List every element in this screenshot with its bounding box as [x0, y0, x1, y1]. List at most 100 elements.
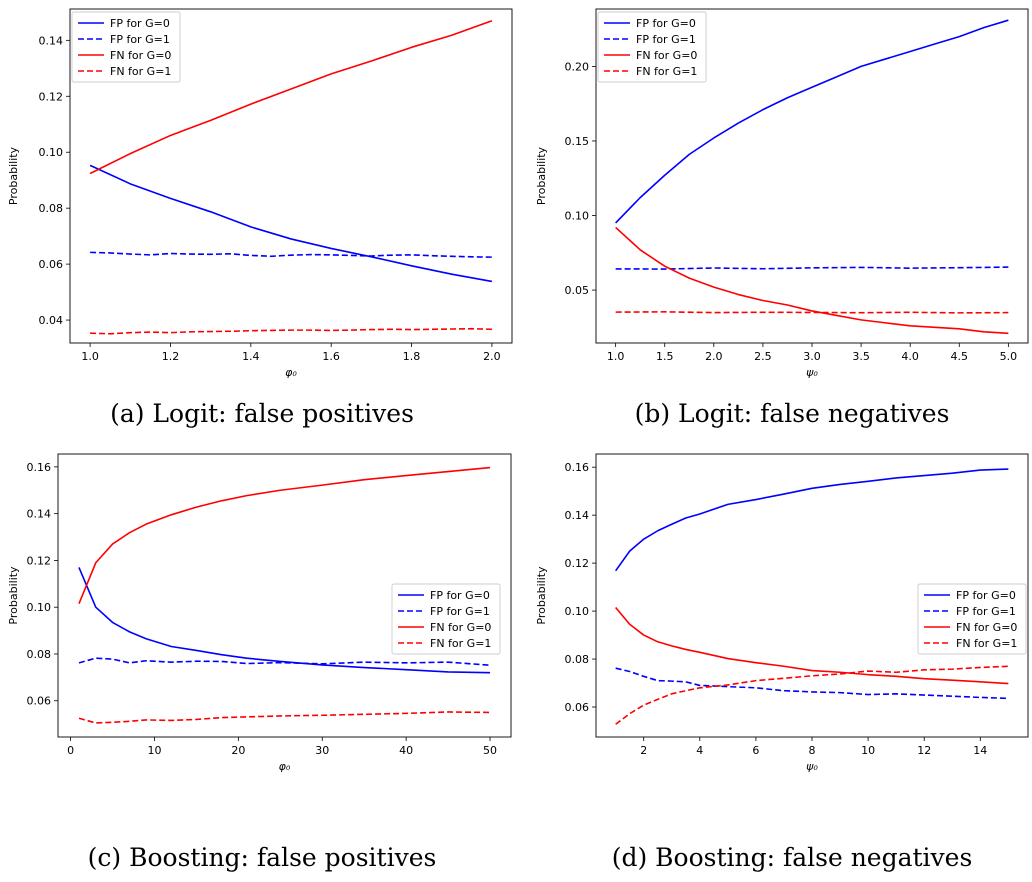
- series-line-fp-for-g-1: [78, 657, 491, 666]
- y-axis-label: Probability: [7, 146, 20, 205]
- x-tick-label: 20: [231, 744, 245, 757]
- x-axis-label: φ₀: [285, 366, 297, 379]
- legend-box: [71, 11, 181, 83]
- y-tick-label: 0.16: [27, 461, 52, 474]
- legend-entry-label: FN for G=1: [636, 65, 697, 78]
- x-tick-label: 4: [696, 744, 703, 757]
- legend: FP for G=0 FP for G=1 FN for G=0 FN for G=1: [917, 583, 1027, 655]
- x-tick-label: 50: [483, 744, 497, 757]
- y-tick-label: 0.08: [27, 648, 52, 661]
- y-tick-label: 0.08: [565, 653, 590, 666]
- x-tick-label: 6: [752, 744, 759, 757]
- legend-box: [917, 583, 1027, 655]
- y-axis-label: Probability: [535, 146, 548, 205]
- y-tick-label: 0.12: [565, 557, 590, 570]
- x-tick-label: 3.5: [852, 350, 870, 363]
- x-tick-label: 1.2: [162, 350, 180, 363]
- figure-caption: (b) Logit: false negatives: [635, 399, 950, 428]
- y-axis-label: Probability: [7, 566, 20, 625]
- series-line-fp-for-g-1: [615, 266, 1009, 270]
- chart-panel-0: 1.0 1.2 1.4 1.6 1.8 2.0 0.04 0.06 0.08 0.10 0.12 0.…: [7, 8, 513, 428]
- legend: FP for G=0 FP for G=1 FN for G=0 FN for G=1: [597, 11, 707, 83]
- legend-entry-label: FP for G=1: [636, 33, 696, 46]
- legend: FP for G=0 FP for G=1 FN for G=0 FN for G=1: [71, 11, 181, 83]
- series-line-fn-for-g-0: [615, 606, 1009, 685]
- y-tick-label: 0.06: [565, 701, 590, 714]
- series-line-fp-for-g-1: [90, 251, 492, 258]
- x-tick-label: 10: [147, 744, 161, 757]
- x-axis-label: φ₀: [279, 760, 291, 773]
- y-tick-label: 0.10: [39, 146, 64, 159]
- legend-box: [391, 583, 501, 655]
- legend-entry-label: FN for G=1: [430, 637, 491, 650]
- x-tick-label: 4.0: [901, 350, 919, 363]
- x-tick-label: 14: [973, 744, 987, 757]
- y-tick-label: 0.12: [27, 554, 52, 567]
- legend-entry-label: FP for G=0: [956, 589, 1016, 602]
- x-tick-label: 10: [861, 744, 875, 757]
- chart-panel-1: 1.0 1.5 2.0 2.5 3.0 3.5 4.0 4.5 5.0 0.05 0.10 0.15 0…: [535, 8, 1029, 428]
- series-line-fn-for-g-0: [89, 19, 493, 175]
- figure-caption: (c) Boosting: false positives: [88, 843, 437, 872]
- legend-entry-label: FN for G=0: [110, 49, 171, 62]
- series-line-fn-for-g-0: [615, 226, 1009, 335]
- x-tick-label: 40: [399, 744, 413, 757]
- series-line-fp-for-g-0: [614, 468, 1009, 572]
- y-tick-label: 0.14: [39, 34, 64, 47]
- x-tick-label: 2.5: [754, 350, 772, 363]
- y-tick-label: 0.10: [565, 605, 590, 618]
- legend-entry-label: FN for G=1: [110, 65, 171, 78]
- legend-box: [597, 11, 707, 83]
- y-tick-label: 0.14: [565, 509, 590, 522]
- x-tick-label: 1.4: [242, 350, 260, 363]
- y-tick-label: 0.04: [39, 314, 64, 327]
- y-tick-label: 0.08: [39, 202, 64, 215]
- legend-entry-label: FP for G=1: [956, 605, 1016, 618]
- legend-entry-label: FN for G=0: [430, 621, 491, 634]
- x-tick-label: 30: [315, 744, 329, 757]
- series-line-fp-for-g-1: [615, 667, 1009, 700]
- legend-entry-label: FP for G=0: [430, 589, 490, 602]
- x-tick-label: 0: [67, 744, 74, 757]
- x-tick-label: 2.0: [483, 350, 501, 363]
- y-tick-label: 0.06: [27, 695, 52, 708]
- legend-entry-label: FN for G=1: [956, 637, 1017, 650]
- legend-entry-label: FN for G=0: [636, 49, 697, 62]
- legend-entry-label: FP for G=0: [636, 17, 696, 30]
- legend: FP for G=0 FP for G=1 FN for G=0 FN for G=1: [391, 583, 501, 655]
- legend-entry-label: FP for G=0: [110, 17, 170, 30]
- legend-entry-label: FP for G=1: [430, 605, 490, 618]
- series-line-fp-for-g-0: [89, 164, 493, 283]
- x-tick-label: 2.0: [705, 350, 723, 363]
- y-tick-label: 0.10: [565, 210, 590, 223]
- chart-panel-2: 0 10 20 30 40 50 0.06 0.08 0.10 0.12 0.14 0.16 φ₀ Pro…: [7, 453, 512, 872]
- x-tick-label: 4.5: [951, 350, 969, 363]
- x-tick-label: 1.0: [607, 350, 625, 363]
- plot-frame: [69, 8, 513, 344]
- y-axis-label: Probability: [535, 566, 548, 625]
- figure-caption: (a) Logit: false positives: [110, 399, 414, 428]
- y-tick-label: 0.20: [565, 60, 590, 73]
- y-tick-label: 0.06: [39, 258, 64, 271]
- x-tick-label: 8: [809, 744, 816, 757]
- series-line-fp-for-g-0: [78, 567, 491, 674]
- x-axis-label: ψ₀: [806, 760, 818, 773]
- series-line-fp-for-g-0: [615, 19, 1009, 224]
- plot-frame: [57, 453, 512, 738]
- series-line-fn-for-g-0: [78, 466, 491, 604]
- figure-caption: (d) Boosting: false negatives: [612, 843, 973, 872]
- legend-entry-label: FN for G=0: [956, 621, 1017, 634]
- y-tick-label: 0.16: [565, 461, 590, 474]
- series-line-fn-for-g-1: [90, 327, 492, 335]
- x-axis-label: ψ₀: [806, 366, 818, 379]
- x-tick-label: 3.0: [803, 350, 821, 363]
- chart-panel-3: 2 4 6 8 10 12 14 0.06 0.08 0.10 0.12 0.14 0.16 ψ₀ Prob…: [535, 453, 1029, 872]
- y-tick-label: 0.14: [27, 508, 52, 521]
- y-tick-label: 0.15: [565, 135, 590, 148]
- x-tick-label: 1.0: [81, 350, 99, 363]
- series-line-fn-for-g-1: [615, 665, 1009, 725]
- x-tick-label: 2: [640, 744, 647, 757]
- series-line-fn-for-g-1: [615, 311, 1009, 314]
- y-tick-label: 0.05: [565, 284, 590, 297]
